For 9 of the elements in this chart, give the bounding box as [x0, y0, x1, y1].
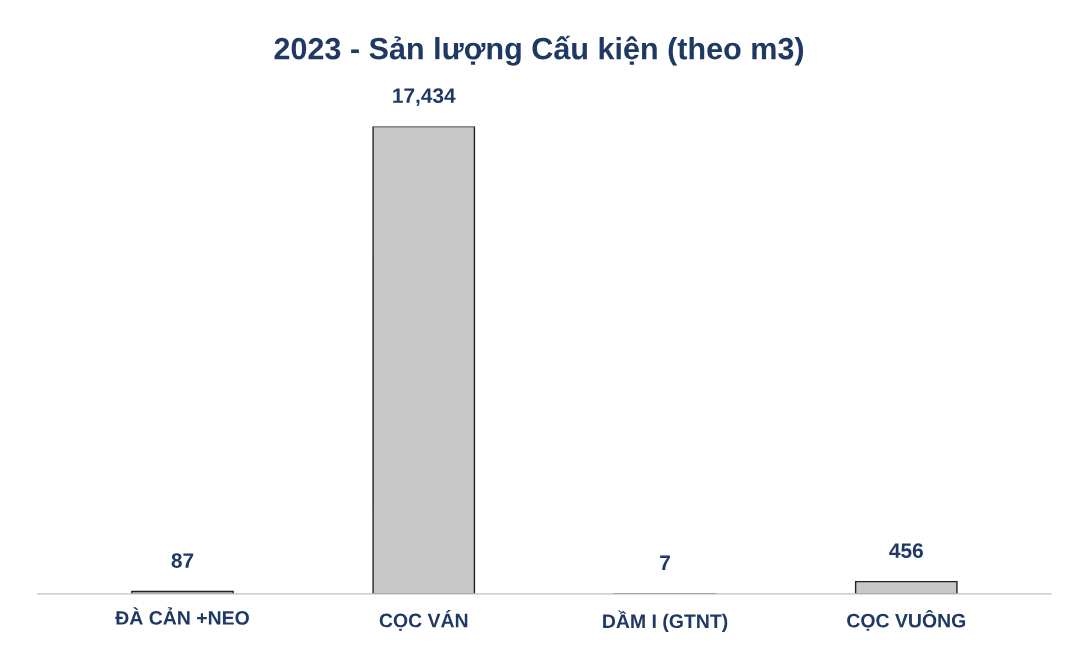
- data-label: 17,434: [393, 88, 456, 107]
- data-label: 456: [889, 543, 923, 559]
- x-tick-label: CỌC VUÔNG: [847, 609, 966, 631]
- chart-title: 2023 - Sản lượng Cấu kiện (theo m3): [274, 35, 804, 66]
- x-tick-label: CỌC VÁN: [379, 609, 468, 631]
- x-tick-label: DẦM I (GTNT): [603, 610, 728, 632]
- x-tick-label: ĐÀ CẢN +NEO: [115, 607, 249, 625]
- data-label: 87: [171, 553, 194, 568]
- data-label: 7: [660, 555, 670, 570]
